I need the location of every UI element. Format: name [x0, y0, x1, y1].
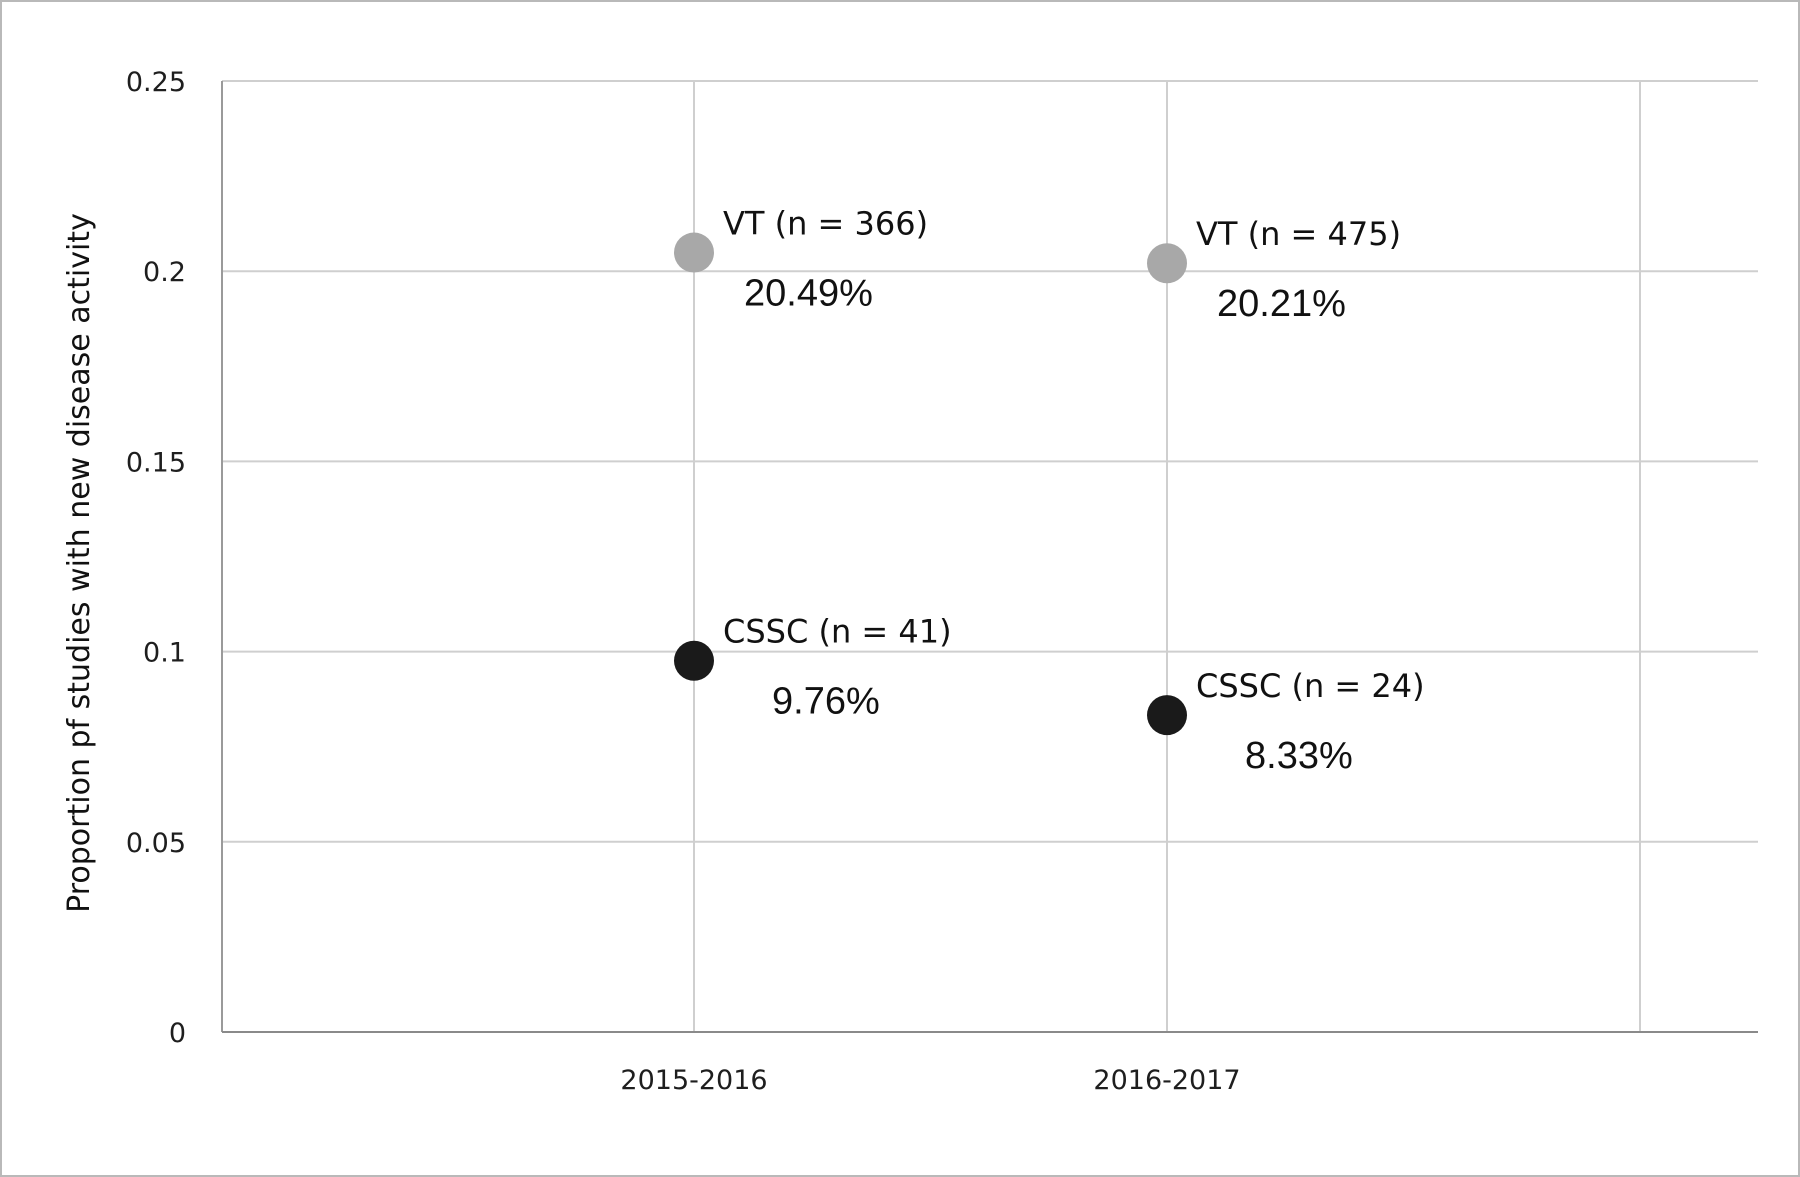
data-point [1147, 243, 1187, 284]
y-tick-label: 0.05 [126, 828, 186, 859]
data-point [674, 640, 714, 681]
y-axis-label: Proportion pf studies with new disease a… [62, 213, 97, 913]
x-tick-label: 2016-2017 [1093, 1065, 1240, 1096]
y-tick-labels: 0 0.05 0.1 0.15 0.2 0.25 [126, 67, 186, 1049]
data-point [1147, 695, 1187, 736]
axes [221, 81, 1758, 1033]
point-value-label: 8.33% [1245, 735, 1353, 777]
data-points: VT (n = 366) 20.49% VT (n = 475) 20.21% CSSC… [674, 205, 1425, 777]
y-tick-label: 0.25 [126, 67, 186, 98]
x-tick-labels: 2015-2016 2016-2017 [620, 1065, 1240, 1096]
point-label: CSSC (n = 24) [1196, 667, 1425, 705]
point-label: VT (n = 366) [723, 205, 928, 243]
point-label: CSSC (n = 41) [723, 613, 952, 651]
point-value-label: 20.21% [1217, 283, 1346, 325]
point-value-label: 20.49% [744, 273, 873, 315]
x-tick-label: 2015-2016 [620, 1065, 767, 1096]
point-value-label: 9.76% [772, 681, 880, 723]
y-tick-label: 0.2 [143, 257, 186, 288]
y-tick-label: 0.15 [126, 447, 186, 478]
data-point [674, 232, 714, 273]
y-tick-label: 0.1 [143, 638, 186, 669]
y-tick-label: 0 [169, 1018, 186, 1049]
grid-lines [222, 80, 1758, 1032]
point-label: VT (n = 475) [1196, 215, 1401, 253]
